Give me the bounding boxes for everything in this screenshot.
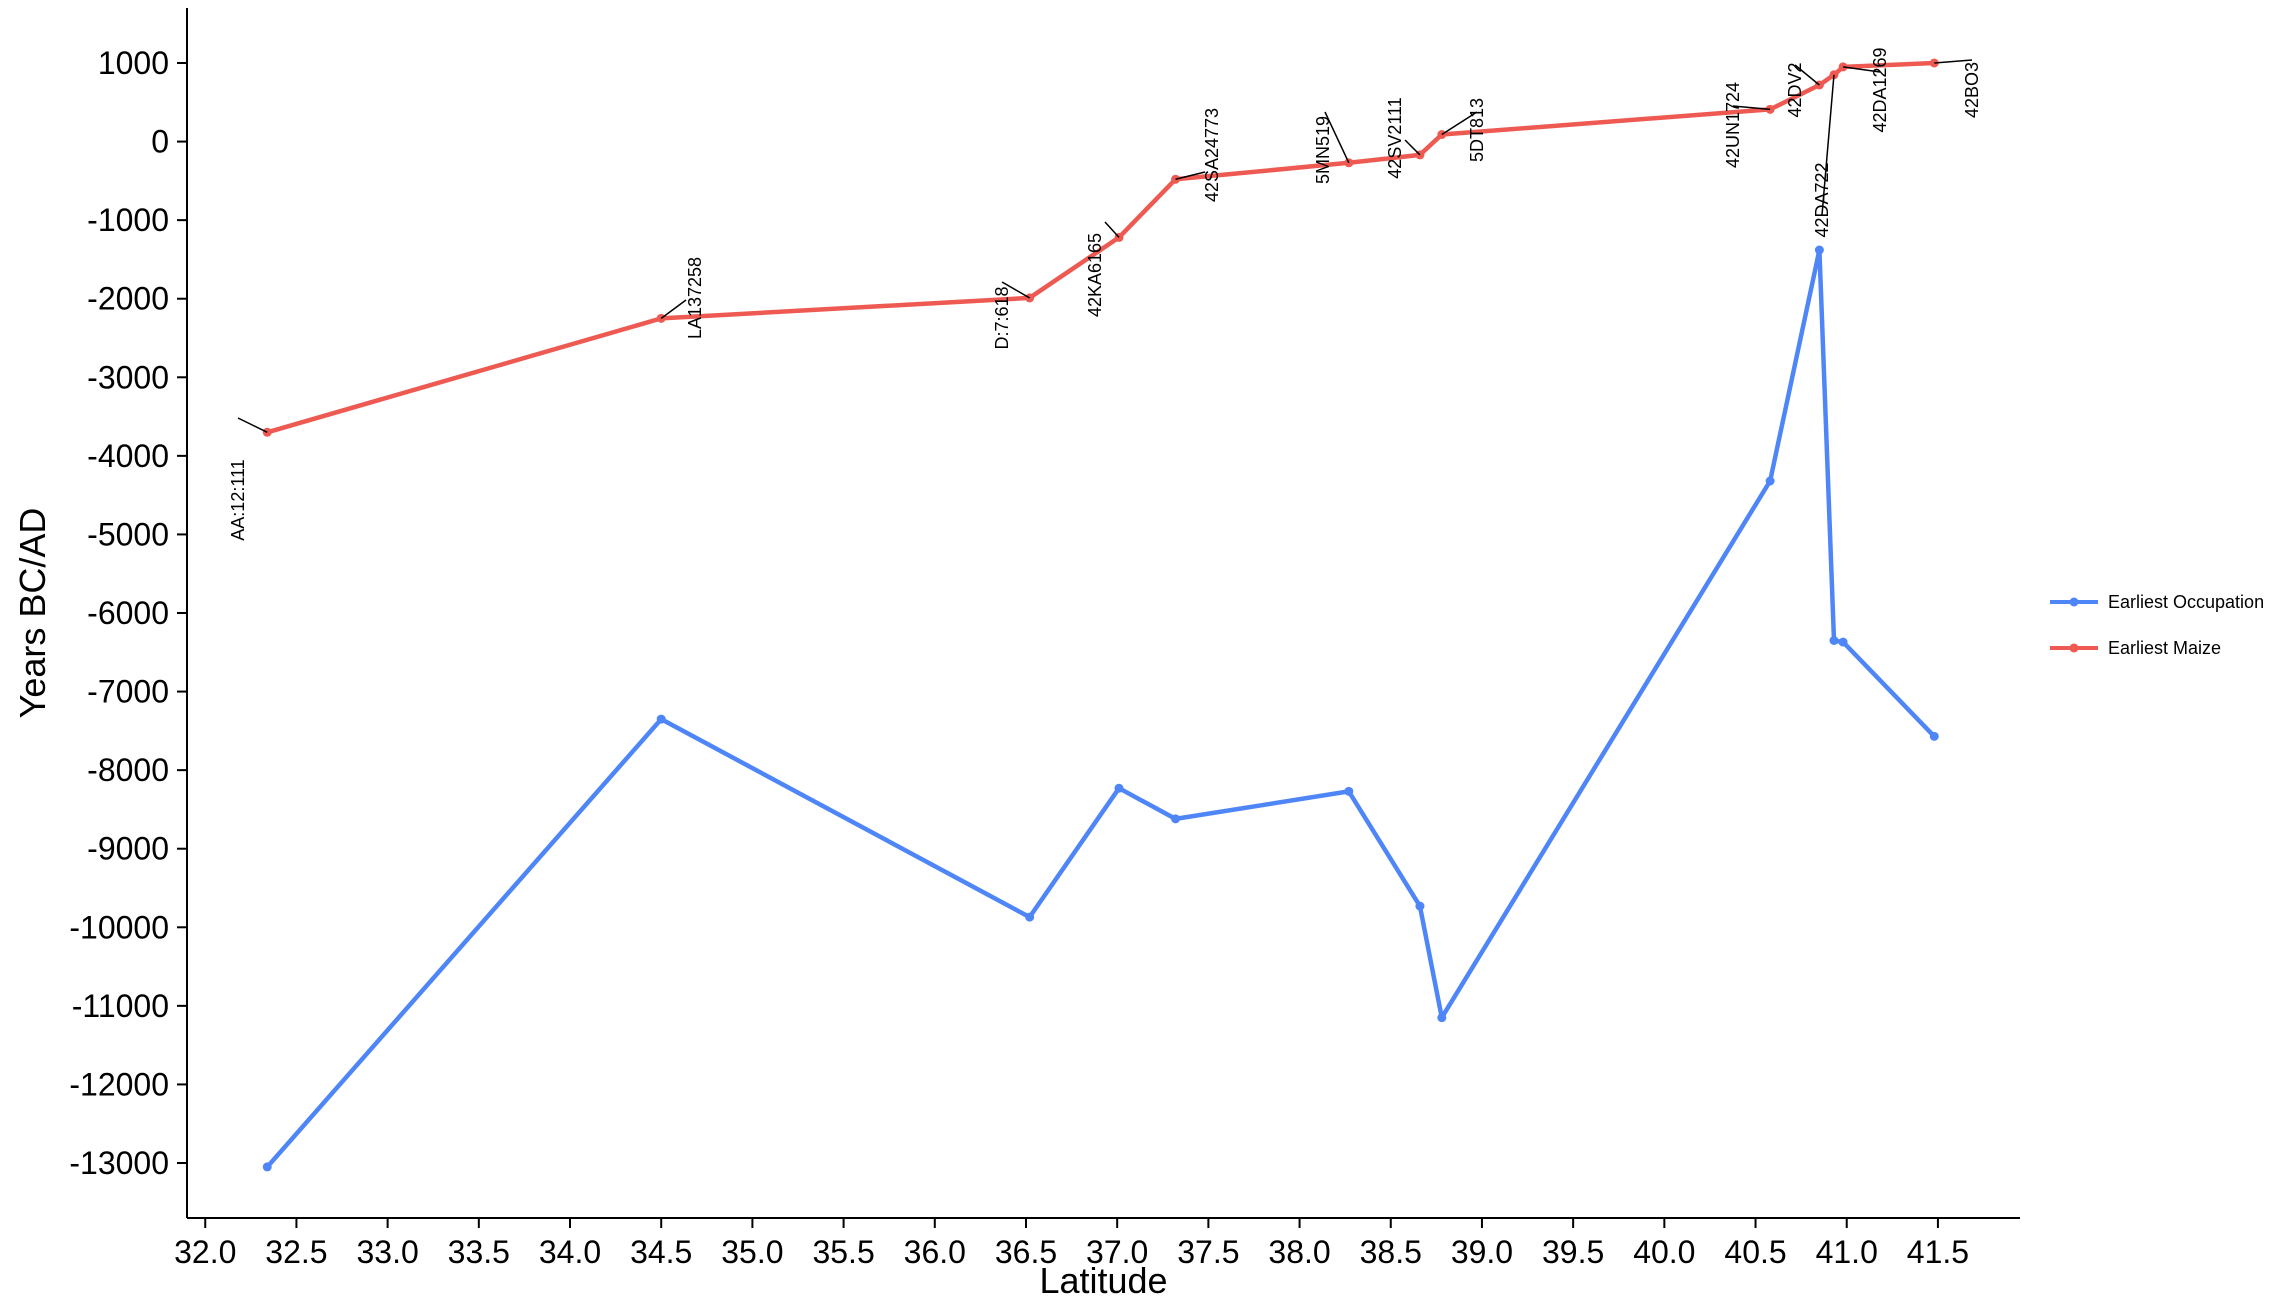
x-tick-label: 32.0 (174, 1234, 236, 1270)
x-tick-label: 33.0 (356, 1234, 418, 1270)
x-tick-label: 41.5 (1907, 1234, 1969, 1270)
data-point-occupation (1929, 731, 1939, 741)
y-tick-label: -5000 (87, 516, 169, 552)
y-tick-label: -7000 (87, 674, 169, 710)
site-label-leader (237, 417, 268, 433)
data-point-occupation (1171, 814, 1181, 824)
x-tick-label: 34.0 (539, 1234, 601, 1270)
x-tick-label: 33.5 (448, 1234, 510, 1270)
data-point-occupation (656, 714, 666, 724)
x-tick-label: 38.5 (1360, 1234, 1422, 1270)
x-tick-label: 34.5 (630, 1234, 692, 1270)
x-axis-title: Latitude (1039, 1260, 1167, 1301)
site-label: LA137258 (685, 257, 705, 339)
data-point-occupation (1415, 901, 1425, 911)
y-tick-label: -1000 (87, 202, 169, 238)
x-tick-label: 36.5 (995, 1234, 1057, 1270)
y-tick-label: 1000 (98, 45, 169, 81)
legend-marker-occupation (2069, 597, 2079, 607)
data-point-occupation (1344, 786, 1354, 796)
site-label: 5DT813 (1467, 98, 1487, 162)
site-label: 42DA722 (1812, 162, 1832, 237)
data-point-occupation (1829, 636, 1839, 645)
site-label-leader (1732, 105, 1771, 111)
legend-label-occupation: Earliest Occupation (2108, 592, 2264, 612)
site-label: 42BO3 (1962, 62, 1982, 118)
x-tick-label: 35.5 (812, 1234, 874, 1270)
x-tick-label: 39.0 (1451, 1234, 1513, 1270)
data-point-occupation (1437, 1013, 1447, 1023)
site-label-leader (1404, 139, 1421, 156)
y-axis: 1000 0 -1000 -2000 -3000 -4000 -5000 -6000 -7000… (69, 8, 188, 1218)
y-tick-label: -13000 (69, 1145, 169, 1181)
legend-marker-maize (2069, 643, 2079, 653)
site-label-leader (1104, 221, 1120, 238)
y-tick-label: -9000 (87, 831, 169, 867)
y-tick-label: -8000 (87, 752, 169, 788)
site-label: 42DA1269 (1870, 47, 1890, 132)
series-layer (262, 58, 1939, 1172)
site-label-leader (1821, 74, 1835, 216)
data-point-occupation (1814, 245, 1824, 255)
site-label: D:7:618 (992, 286, 1012, 349)
y-axis-title: Years BC/AD (12, 508, 53, 719)
site-label: AA:12:111 (228, 459, 248, 540)
y-tick-label: -11000 (72, 988, 169, 1024)
y-tick-label: -3000 (87, 359, 169, 395)
x-tick-label: 38.0 (1268, 1234, 1330, 1270)
x-tick-label: 40.5 (1724, 1234, 1786, 1270)
y-tick-label: 0 (151, 124, 169, 160)
site-label: 5MN519 (1313, 116, 1333, 184)
site-label-leader (1441, 111, 1478, 136)
x-tick-label: 35.0 (721, 1234, 783, 1270)
site-label: 42DV2 (1785, 62, 1805, 117)
x-tick-label: 32.5 (265, 1234, 327, 1270)
data-point-occupation (1838, 637, 1848, 647)
series-line-occupation (265, 247, 1936, 1169)
x-tick-label: 41.0 (1816, 1234, 1878, 1270)
data-point-occupation (1114, 783, 1124, 793)
y-tick-label: -12000 (69, 1066, 169, 1102)
data-point-occupation (1765, 476, 1775, 486)
x-axis: 32.0 32.5 33.0 33.5 34.0 34.5 35.0 35.5 36.0 36.5… (174, 1217, 2020, 1270)
data-point-occupation (1025, 912, 1035, 922)
data-point-occupation (262, 1162, 272, 1172)
site-label: 42KA6165 (1085, 233, 1105, 317)
x-tick-label: 39.5 (1542, 1234, 1604, 1270)
y-tick-label: -10000 (69, 909, 169, 945)
site-label-leader (1934, 59, 1973, 64)
site-label-leader (1842, 66, 1881, 73)
site-label-leader (660, 299, 687, 319)
x-tick-label: 36.0 (904, 1234, 966, 1270)
legend-label-maize: Earliest Maize (2108, 638, 2221, 658)
site-label-leader (1324, 111, 1350, 164)
y-tick-label: -2000 (87, 281, 169, 317)
x-tick-label: 40.0 (1633, 1234, 1695, 1270)
y-tick-label: -6000 (87, 595, 169, 631)
site-label-leader (1001, 281, 1031, 299)
site-label-leader (1175, 171, 1206, 181)
site-label: 42SV2111 (1385, 97, 1405, 178)
site-label: 42UN1724 (1723, 82, 1743, 168)
site-label-leader (1794, 64, 1820, 86)
legend: Earliest Occupation Earliest Maize (2050, 592, 2264, 658)
y-tick-label: -4000 (87, 438, 169, 474)
x-tick-label: 37.5 (1177, 1234, 1239, 1270)
site-label: 42SA24773 (1202, 108, 1222, 202)
annotation-layer: AA:12:111 LA137258 D:7:618 42KA6165 42SA2477… (228, 47, 1982, 540)
x-tick-label: 37.0 (1086, 1234, 1148, 1270)
